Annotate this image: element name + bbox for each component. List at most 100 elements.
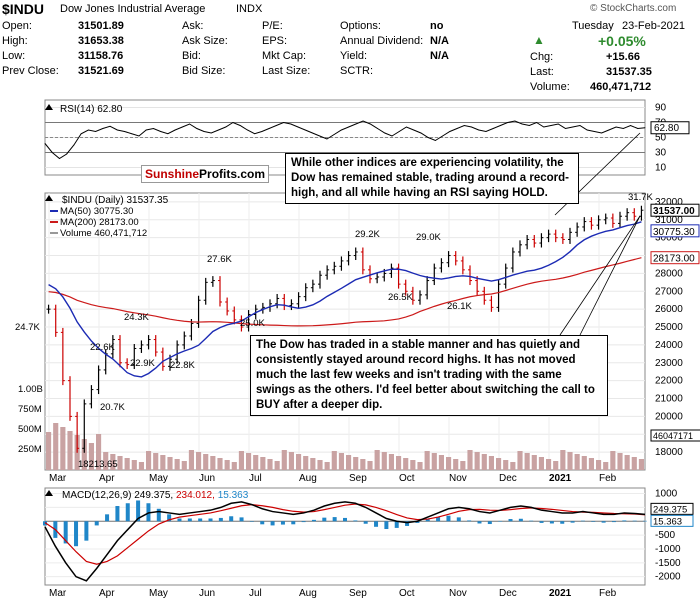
volume-tick-label: 750M: [18, 404, 42, 415]
ma200-last-label: 28173.00: [653, 254, 695, 265]
change-percent: +0.05%: [598, 33, 646, 49]
rsi-point: [622, 128, 624, 129]
rsi-point: [232, 122, 234, 123]
quote-label: Ask Size:: [182, 35, 228, 47]
rsi-point: [579, 125, 581, 126]
volume-bar: [53, 423, 59, 470]
macd-hist-last-box: [650, 514, 694, 527]
price-triangle-icon: [45, 195, 53, 201]
price-month-label: Jul: [249, 473, 262, 484]
macd-hist-bar: [84, 521, 89, 541]
volume-bar: [360, 459, 366, 470]
callout-line: [579, 215, 641, 336]
volume-bar: [46, 432, 52, 470]
price-tick-label: 27000: [655, 286, 683, 297]
price-legend-item: MA(50) 30775.30: [60, 206, 133, 217]
watermark: © StockCharts.com: [590, 3, 677, 14]
macd-hist-bar: [591, 521, 596, 522]
macd-hist-bar: [291, 521, 296, 525]
volume-bar: [367, 461, 373, 470]
volume-bar: [288, 452, 294, 470]
rsi-point: [239, 125, 241, 126]
price-month-label: Mar: [49, 473, 67, 484]
macd-hist-bar: [518, 518, 523, 522]
price-month-label: Oct: [399, 473, 415, 484]
macd-hist-bar: [353, 520, 358, 522]
volume-bar: [181, 461, 187, 470]
macd-hist-bar: [549, 521, 554, 524]
macd-hist-bar: [105, 514, 110, 522]
volume-bar: [446, 457, 452, 470]
volume-bar: [281, 450, 287, 470]
rsi-point: [326, 138, 328, 140]
volume-tick-label: 500M: [18, 424, 42, 435]
rsi-title: RSI(14) 62.80: [60, 104, 123, 115]
price-tick-label: 26000: [655, 304, 683, 315]
macd-hist-bar: [580, 520, 585, 522]
rsi-point: [593, 131, 595, 132]
date-label: 23-Feb-2021: [622, 20, 685, 32]
rsi-last-box: [650, 121, 690, 135]
macd-tick-label: -2000: [655, 572, 681, 583]
quote-value: 31521.69: [78, 65, 124, 77]
price-annotation: 22.6K: [90, 342, 115, 353]
rsi-point: [406, 126, 407, 128]
quote-value: 31158.76: [78, 50, 124, 62]
price-annotation: 31.7K: [628, 192, 653, 203]
macd-month-label: May: [149, 588, 168, 599]
volume-bar: [396, 456, 402, 470]
price-annotation: 26.1K: [447, 301, 472, 312]
rsi-point: [225, 126, 227, 128]
macd-month-label: Nov: [449, 588, 467, 599]
macd-line: [44, 501, 646, 582]
price-last-box: [650, 203, 700, 217]
macd-month-label: Jul: [249, 588, 262, 599]
volume-bar: [238, 451, 244, 470]
rsi-point: [44, 143, 46, 144]
rsi-point: [557, 123, 559, 125]
up-arrow-icon: ▲: [533, 33, 545, 47]
macd-month-label: Sep: [349, 588, 367, 599]
rsi-point: [59, 158, 60, 159]
macd-hist-last-label: 15.363: [653, 516, 682, 527]
sunshine-profits-logo: SunshineProfits.com: [141, 165, 270, 183]
macd-hist-bar: [125, 503, 130, 522]
macd-hist-bar: [487, 521, 492, 525]
chg-value: +15.66: [606, 51, 640, 63]
volume-bar: [538, 457, 544, 470]
macd-hist-bar: [249, 521, 254, 522]
rsi-tick-label: 50: [655, 133, 667, 144]
volume-bar: [103, 452, 109, 470]
chg-label: Chg:: [530, 51, 554, 63]
rsi-point: [521, 123, 523, 125]
price-annotation: 29.2K: [355, 229, 380, 240]
macd-hist-bar: [198, 518, 203, 522]
symbol-label: $INDU: [2, 1, 45, 17]
rsi-tick-label: 90: [655, 103, 667, 114]
macd-hist-bar: [570, 521, 575, 523]
macd-hist-bar: [115, 506, 120, 522]
rsi-point: [630, 125, 631, 126]
rsi-tick-label: 10: [655, 163, 667, 174]
macd-hist-bar: [539, 521, 544, 523]
volume-bar: [431, 453, 437, 470]
macd-frame: [44, 487, 646, 586]
rsi-point: [109, 125, 111, 127]
volume-bar: [553, 461, 559, 470]
volume-bar: [638, 459, 644, 470]
rsi-point: [138, 135, 140, 137]
macd-tick-label: -1000: [655, 544, 681, 555]
ma50-line: [48, 221, 642, 378]
price-tick-label: 20000: [655, 411, 683, 422]
volume-bar: [410, 460, 416, 470]
volume-tick-label: 1.00B: [18, 384, 43, 395]
volume-bar: [124, 458, 130, 470]
macd-hist-bar: [343, 517, 347, 522]
rsi-point: [586, 129, 588, 131]
volume-bar: [303, 456, 309, 470]
volume-bar: [624, 455, 630, 470]
macd-hist-bar: [477, 521, 482, 524]
rsi-point: [434, 140, 436, 141]
volume-bar: [196, 452, 202, 470]
